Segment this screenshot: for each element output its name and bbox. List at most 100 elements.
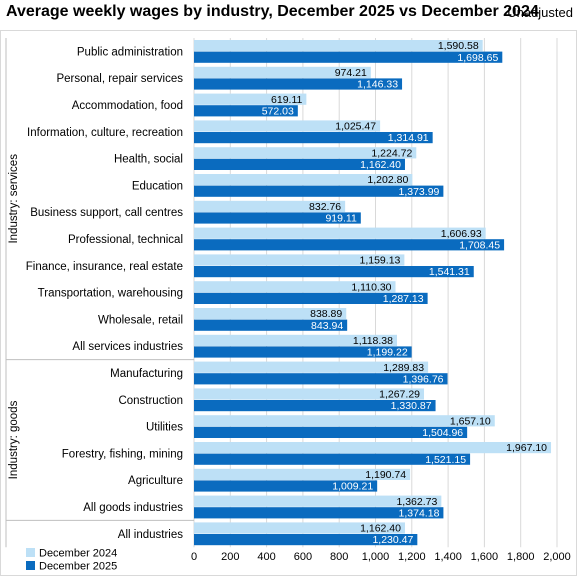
bar-dec2025	[194, 239, 505, 251]
chart-title: Average weekly wages by industry, Decemb…	[6, 3, 539, 20]
data-label: 1,330.87	[391, 400, 432, 412]
category-label: Utilities	[146, 422, 183, 434]
bar-dec2025	[194, 319, 348, 331]
x-tick-label: 0	[191, 551, 197, 563]
category-label: Construction	[118, 395, 183, 407]
x-tick-label: 2,000	[543, 551, 571, 563]
data-label: 832.76	[309, 201, 341, 213]
x-tick-label: 1,600	[471, 551, 499, 563]
bar-dec2025	[194, 453, 471, 465]
bar-dec2025	[194, 507, 444, 519]
data-label: 1,202.80	[367, 174, 408, 186]
data-label: 1,009.21	[332, 481, 373, 493]
data-label: 1,025.47	[335, 121, 376, 133]
data-label: 919.11	[325, 213, 356, 225]
data-label: 1,190.74	[365, 469, 406, 481]
data-label: 1,267.29	[379, 389, 420, 401]
bar-dec2025	[194, 534, 418, 546]
group-label: Industry: goods	[8, 400, 20, 479]
bar-dec2024	[194, 120, 381, 132]
category-label: Manufacturing	[110, 368, 183, 380]
bar-dec2025	[194, 292, 428, 304]
group-labels: Industry: services Industry: goods	[5, 38, 194, 548]
bar-dec2025	[194, 346, 412, 358]
bar-dec2025	[194, 132, 433, 144]
bar-dec2024	[194, 415, 495, 427]
bar-dec2024	[194, 147, 417, 159]
bar-dec2024	[194, 361, 429, 373]
bar-dec2025	[194, 212, 361, 224]
data-label: 1,373.99	[399, 186, 440, 198]
bar-dec2024	[194, 40, 483, 52]
data-label: 572.03	[262, 105, 294, 117]
legend-swatch	[26, 561, 35, 570]
data-label: 1,162.40	[360, 523, 401, 535]
category-labels: Public administration Personal, repair se…	[26, 46, 184, 540]
bar-dec2025	[194, 51, 503, 63]
data-label: 1,967.10	[506, 442, 547, 454]
bar-dec2025	[194, 78, 403, 90]
bar-dec2024	[194, 468, 411, 480]
bar-dec2024	[194, 93, 307, 105]
bar-dec2025	[194, 266, 474, 278]
category-label: Professional, technical	[68, 234, 183, 246]
bars: 1,590.581,698.65 974.211,146.33 619.11572.…	[194, 40, 552, 546]
category-label: Forestry, fishing, mining	[62, 448, 183, 460]
category-label: All industries	[118, 529, 183, 541]
x-tick-label: 1,200	[398, 551, 426, 563]
data-label: 1,504.96	[422, 427, 463, 439]
category-label: Information, culture, recreation	[27, 127, 183, 139]
data-label: 1,590.58	[438, 40, 479, 52]
data-label: 1,159.13	[360, 255, 401, 267]
bar-dec2024	[194, 254, 405, 266]
data-label: 1,224.72	[371, 147, 412, 159]
bar-dec2024	[194, 200, 346, 212]
data-label: 619.11	[271, 94, 302, 106]
data-label: 1,708.45	[459, 239, 500, 251]
data-label: 1,396.76	[403, 373, 444, 385]
data-label: 1,541.31	[429, 266, 470, 278]
legend-label: December 2025	[39, 561, 117, 573]
x-tick-label: 600	[294, 551, 312, 563]
bar-dec2024	[194, 442, 552, 454]
category-label: Health, social	[114, 154, 183, 166]
data-label: 1,118.38	[353, 335, 393, 347]
data-label: 1,110.30	[351, 281, 391, 293]
data-label: 1,521.15	[425, 454, 466, 466]
x-tick-label: 400	[257, 551, 275, 563]
adjustment-note: Unadjusted	[507, 5, 573, 20]
data-label: 1,230.47	[372, 534, 413, 546]
category-label: All services industries	[72, 341, 183, 353]
category-label: Accommodation, food	[72, 100, 183, 112]
bar-dec2025	[194, 185, 444, 197]
data-label: 1,374.18	[399, 507, 440, 519]
bar-dec2025	[194, 426, 468, 438]
data-label: 1,162.40	[360, 159, 401, 171]
category-label: Public administration	[77, 46, 183, 58]
category-label: Education	[132, 180, 183, 192]
x-axis-ticks: 0 200 400 600 800 1,000 1,200 1,400 1,600 1,800 2,…	[191, 551, 571, 563]
bar-dec2024	[194, 334, 397, 346]
category-label: Wholesale, retail	[98, 314, 183, 326]
bar-dec2025	[194, 158, 405, 170]
group-label: Industry: services	[8, 154, 20, 244]
data-label: 974.21	[335, 67, 367, 79]
bar-dec2024	[194, 495, 442, 507]
bar-dec2025	[194, 105, 298, 117]
bar-dec2024	[194, 66, 371, 78]
data-label: 1,287.13	[383, 293, 424, 305]
bar-dec2025	[194, 400, 436, 412]
data-label: 838.89	[310, 308, 342, 320]
category-label: Agriculture	[128, 475, 183, 487]
data-label: 1,146.33	[357, 79, 398, 91]
x-tick-label: 800	[330, 551, 348, 563]
bar-dec2024	[194, 281, 396, 293]
category-label: Transportation, warehousing	[38, 288, 183, 300]
legend-swatch	[26, 548, 35, 557]
x-tick-label: 1,400	[434, 551, 462, 563]
x-tick-label: 1,000	[362, 551, 390, 563]
data-label: 1,199.22	[367, 347, 408, 359]
category-label: Business support, call centres	[30, 207, 183, 219]
bar-dec2025	[194, 373, 448, 385]
